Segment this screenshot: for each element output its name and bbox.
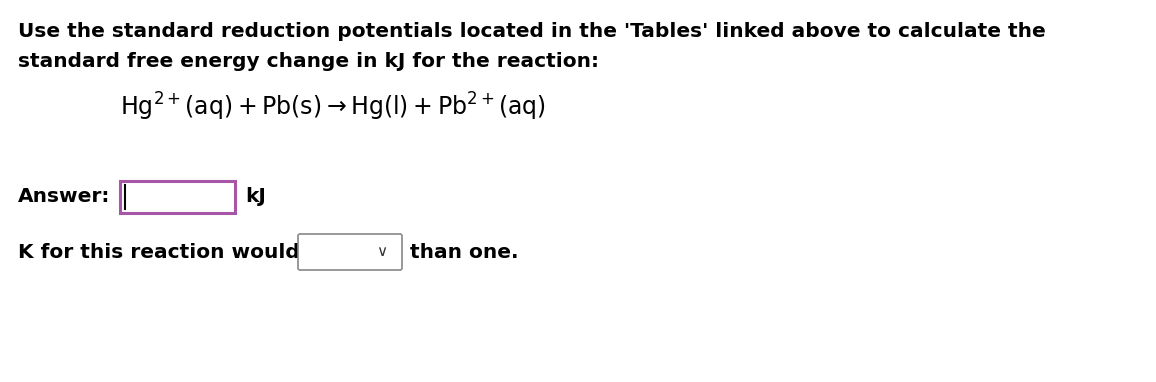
Text: kJ: kJ — [245, 188, 266, 207]
Bar — [120, 181, 235, 213]
Text: ∨: ∨ — [377, 244, 387, 259]
Text: than one.: than one. — [410, 243, 519, 262]
Text: Use the standard reduction potentials located in the 'Tables' linked above to ca: Use the standard reduction potentials lo… — [18, 22, 1046, 41]
Text: $\mathdefault{Hg}^{2+}\mathdefault{(aq) + Pb(s) \rightarrow Hg(l) + Pb}^{2+}\mat: $\mathdefault{Hg}^{2+}\mathdefault{(aq) … — [120, 91, 546, 123]
Text: Answer:: Answer: — [18, 188, 110, 207]
Text: standard free energy change in kJ for the reaction:: standard free energy change in kJ for th… — [18, 52, 599, 71]
FancyBboxPatch shape — [298, 234, 402, 270]
Text: K for this reaction would be: K for this reaction would be — [18, 243, 335, 262]
